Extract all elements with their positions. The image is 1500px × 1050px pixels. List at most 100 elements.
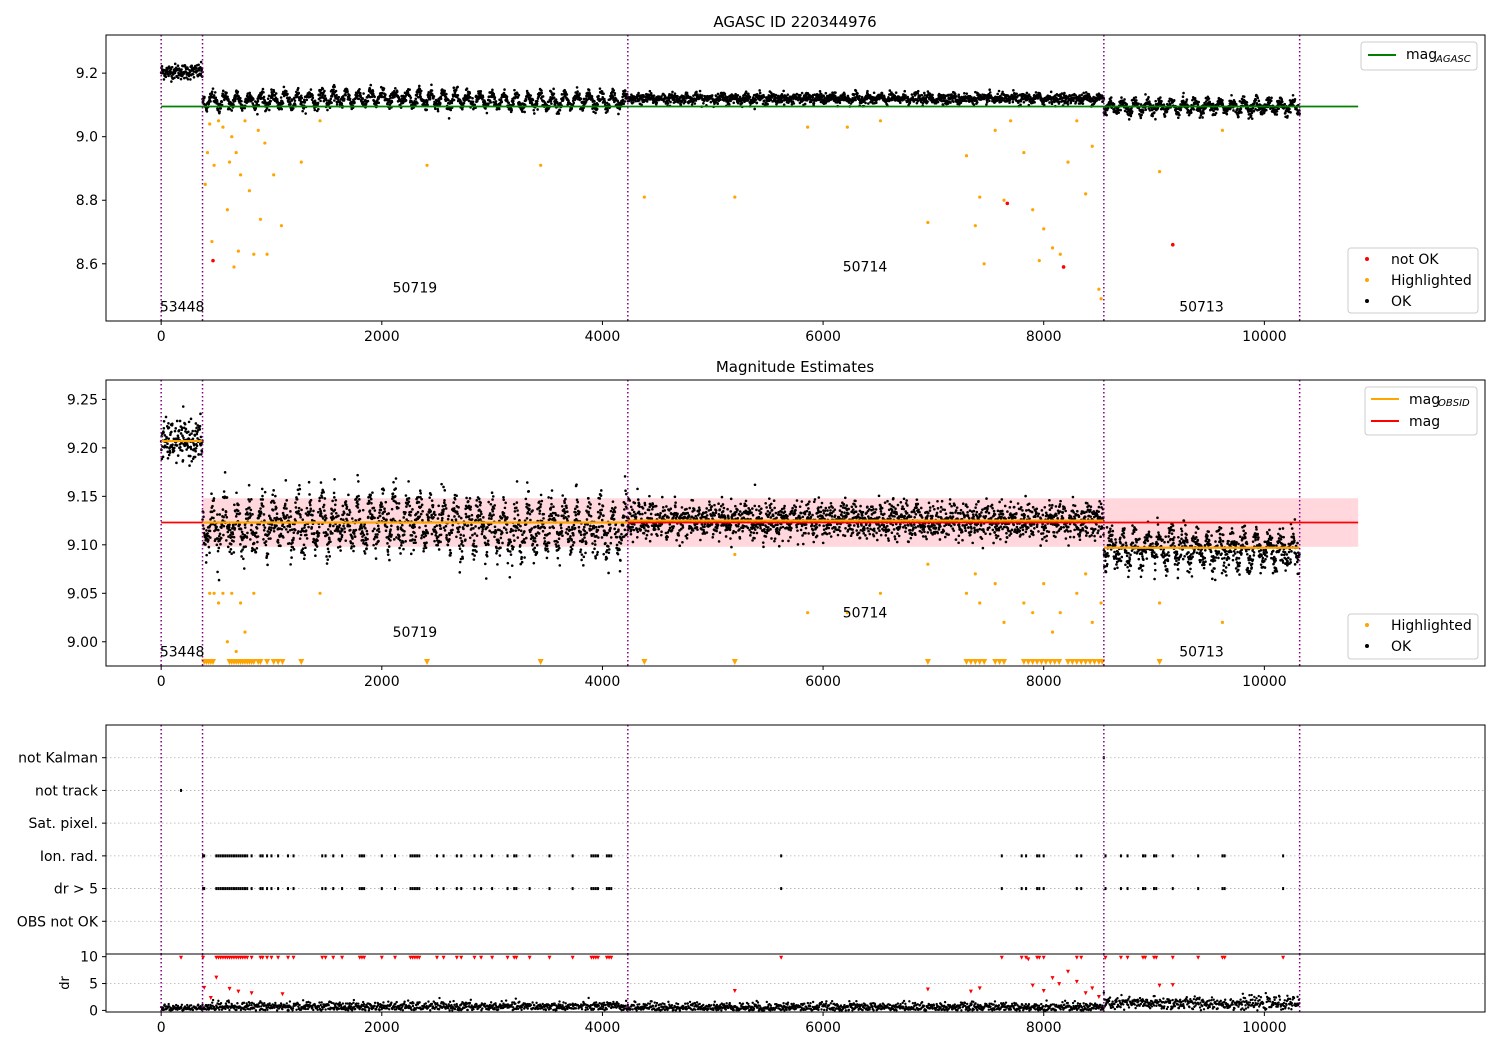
ok-point [409,96,413,100]
ok-point [222,533,225,537]
ok-point [289,563,292,566]
ok-point [213,91,217,94]
ok-point [322,505,325,509]
ok-point [426,93,430,96]
ok-point [320,515,323,518]
ok-point [552,87,555,91]
ok-point [673,100,677,104]
ok-point [297,530,300,533]
ok-point [240,109,244,112]
ok-point [1162,103,1166,106]
ok-point [1254,107,1257,111]
ok-point [299,94,303,98]
highlighted-point [208,122,212,126]
ok-point [316,510,320,514]
panel2-title: Magnitude Estimates [716,358,874,376]
ok-point [648,89,652,93]
ok-point [507,101,510,105]
ok-point [955,95,958,98]
ok-point [1138,112,1141,116]
ok-point [262,513,266,516]
ok-point [263,519,266,522]
ok-point [645,100,649,103]
ok-point [272,90,276,94]
ok-point [237,503,240,507]
ok-point [337,525,341,529]
ok-point [205,553,208,557]
ok-point [207,101,211,105]
ok-point [394,87,397,90]
ok-point [999,94,1002,98]
ok-point [230,552,233,556]
highlighted-point [238,173,243,177]
ok-point [916,91,919,95]
ok-point [324,514,327,517]
ok-point [317,525,321,529]
ok-point [621,98,625,102]
ok-point [603,101,607,104]
ok-point [1160,99,1163,103]
ok-point [556,102,560,105]
ok-point [261,87,265,91]
ok-point [334,511,338,515]
ok-point [450,101,454,105]
ok-point [1025,91,1029,95]
ok-point [294,501,297,504]
ok-point [189,417,193,421]
ok-point [297,506,301,510]
ok-point [270,523,274,526]
ok-point [854,89,858,93]
ok-point [220,526,223,529]
ok-point [228,523,231,527]
ok-point [695,90,698,94]
ok-point [1163,114,1167,118]
ok-point [685,91,689,95]
ok-point [512,99,515,103]
highlighted-point [1099,297,1103,301]
ok-point [325,562,329,565]
ok-point [1117,111,1121,114]
highlighted-point [539,163,543,167]
ok-point [393,95,396,99]
ok-point [337,537,341,541]
ok-point [333,508,337,512]
ok-point [824,91,828,95]
ok-point [212,499,215,502]
ok-point [416,101,419,105]
ok-point [281,101,285,105]
ok-point [1247,117,1250,120]
ok-point [181,405,185,408]
ok-point [611,95,615,99]
ok-point [339,537,343,541]
ok-point [1082,91,1086,95]
highlighted-point [230,135,234,139]
ok-point [715,94,718,98]
ok-point [505,95,509,99]
ok-point [434,107,437,111]
ok-point [309,88,313,91]
highlighted-point [1058,252,1062,256]
ok-point [426,99,429,103]
ok-point [282,536,285,539]
ok-point [632,100,635,104]
p1-ytick-label: 8.6 [76,257,98,273]
ok-point [198,428,202,431]
ok-point [229,533,232,537]
ok-point [1104,111,1107,115]
ok-point [587,88,591,92]
p1-ytick-label: 8.8 [76,193,98,209]
ok-point [438,101,442,105]
ok-point [173,76,176,80]
ok-point [199,412,202,416]
ok-point [532,108,536,112]
ok-point [666,102,670,105]
ok-point [239,535,243,538]
ok-point [249,508,253,512]
ok-point [218,110,221,113]
ok-point [317,534,320,538]
ok-point [524,98,528,102]
ok-point [552,92,556,96]
highlighted-point [216,119,221,123]
ok-point [999,100,1003,104]
ok-point [1288,99,1292,102]
